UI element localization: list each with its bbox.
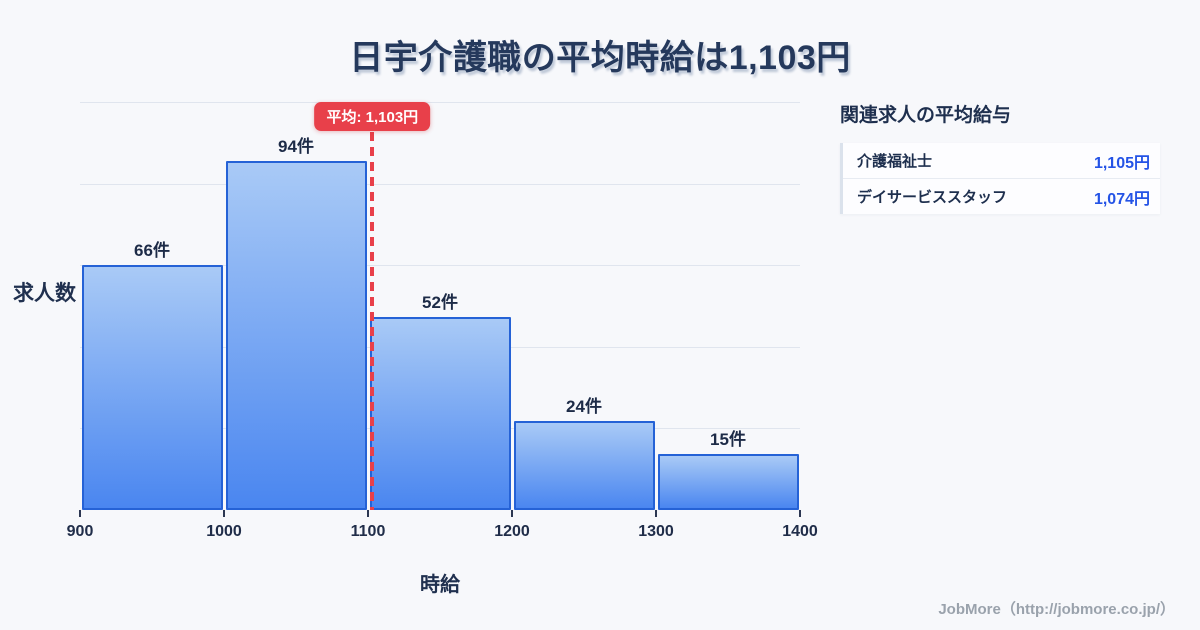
histogram-plot: 66件 94件 52件 24件 15件: [79, 102, 801, 517]
x-tick-label: 1300: [638, 523, 674, 540]
y-axis-label: 求人数: [13, 282, 76, 305]
panel-heading: 関連求人の平均給与: [840, 105, 1012, 126]
histogram-bar: [225, 161, 367, 510]
bar-count-label: 15件: [710, 430, 746, 450]
job-wage: 1,105円: [1093, 154, 1150, 172]
histogram-bar: [81, 265, 223, 510]
tick-mark: [655, 510, 657, 517]
x-tick-label: 900: [66, 523, 94, 540]
related-job-row: 介護福祉士 1,105円: [843, 143, 1160, 178]
mean-dashed-line: [370, 132, 375, 510]
x-axis-label: 時給: [420, 574, 460, 596]
job-title: デイサービススタッフ: [857, 189, 1008, 206]
gridline: [80, 102, 800, 103]
job-title: 介護福祉士: [857, 153, 933, 170]
x-tick-label: 1000: [206, 523, 242, 540]
gridline: [80, 265, 800, 267]
mean-badge: 平均: 1,103円: [314, 102, 431, 131]
x-tick-label: 1400: [782, 523, 818, 540]
tick-mark: [367, 510, 369, 517]
tick-mark: [79, 510, 81, 517]
histogram-bar: [657, 454, 799, 510]
footer-credit: JobMore（http://jobmore.co.jp/）: [938, 601, 1175, 618]
page-title: 日宇介護職の平均時給は1,103円: [349, 39, 851, 77]
bar-count-label: 94件: [278, 137, 314, 157]
x-axis-ticks: 900 1000 1100 1200 1300 1400: [67, 523, 818, 543]
histogram-bar: [513, 420, 655, 510]
related-jobs-panel: 関連求人の平均給与 介護福祉士 1,105円 デイサービススタッフ 1,074円: [840, 100, 1160, 214]
bar-count-label: 52件: [422, 293, 458, 313]
tick-mark: [511, 510, 513, 517]
x-tick-label: 1100: [350, 523, 386, 540]
row-divider: [843, 178, 1160, 179]
related-jobs-card: 介護福祉士 1,105円 デイサービススタッフ 1,074円: [840, 143, 1160, 214]
histogram-bar: [369, 317, 511, 510]
tick-mark: [223, 510, 225, 517]
bar-count-label: 24件: [566, 396, 602, 416]
job-wage: 1,074円: [1093, 190, 1150, 208]
bar-count-label: 66件: [134, 241, 170, 261]
gridline: [80, 183, 800, 185]
tick-mark: [799, 510, 801, 517]
related-job-row: デイサービススタッフ 1,074円: [843, 179, 1160, 214]
x-tick-label: 1200: [494, 523, 530, 540]
